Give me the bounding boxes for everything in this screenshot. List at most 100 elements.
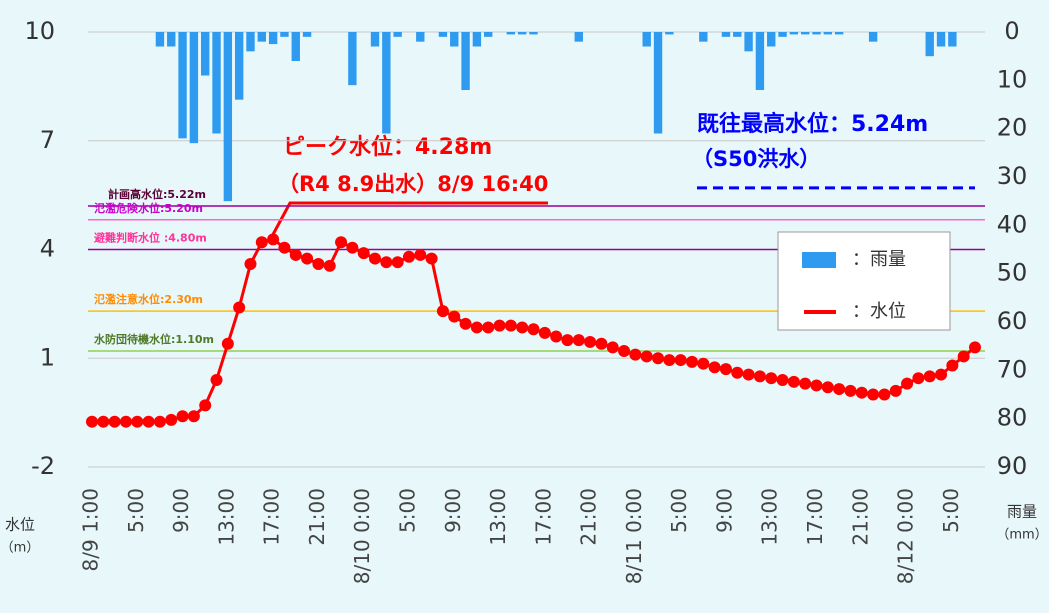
water-level-point <box>176 410 189 423</box>
water-level-point <box>765 372 778 385</box>
water-level-point <box>708 361 721 374</box>
water-level-point <box>821 381 834 394</box>
rain-bar <box>291 32 300 61</box>
water-level-point <box>335 236 348 249</box>
water-level-point <box>244 258 257 270</box>
y-tick-label: -2 <box>31 452 55 480</box>
water-level-point <box>255 236 268 249</box>
water-level-point <box>957 350 970 363</box>
x-tick-label: 13:00 <box>758 488 782 546</box>
rain-bar <box>653 32 663 134</box>
rain-bar <box>744 32 753 52</box>
water-level-point <box>685 355 698 368</box>
water-level-point <box>946 359 959 372</box>
x-tick-label: 9:00 <box>169 488 193 533</box>
rain-bar <box>642 32 651 47</box>
water-level-point <box>538 326 551 339</box>
legend-swatch <box>802 252 836 268</box>
rain-bar <box>699 32 708 42</box>
rain-bar <box>416 32 425 42</box>
y-tick-label: 4 <box>40 235 55 263</box>
rain-bar <box>925 32 934 57</box>
water-level-point <box>221 337 234 350</box>
rain-bar <box>382 32 391 134</box>
water-level-point <box>550 330 563 343</box>
water-level-point <box>369 252 382 265</box>
rain-bar <box>223 32 233 202</box>
water-level-point <box>923 370 936 383</box>
water-level-point <box>504 319 517 332</box>
water-level-point <box>572 334 585 347</box>
rain-bar <box>823 32 833 35</box>
water-level-point <box>901 377 914 390</box>
water-level-point <box>482 321 495 334</box>
water-level-point <box>153 415 166 428</box>
rain-bar <box>767 32 776 47</box>
rain-bar <box>461 32 470 90</box>
water-level-point <box>527 323 540 336</box>
water-level-point <box>629 348 642 361</box>
water-level-point <box>516 321 529 334</box>
rain-bar <box>948 32 957 47</box>
y2-axis-label: 雨量 <box>1007 503 1037 521</box>
water-level-point <box>425 252 438 265</box>
y-tick-label: 7 <box>40 126 55 154</box>
rain-bar <box>393 32 402 37</box>
rain-bar <box>778 32 787 37</box>
rain-bar <box>574 32 583 42</box>
y-axis-label: （m） <box>1 541 40 556</box>
water-level-point <box>414 248 427 261</box>
x-tick-label: 9:00 <box>441 488 465 533</box>
water-level-point <box>969 341 981 354</box>
water-level-point <box>618 345 631 357</box>
x-tick-label: 8/9 1:00 <box>79 488 103 571</box>
rain-bar <box>721 32 731 37</box>
water-level-point <box>561 334 574 347</box>
rain-bar <box>370 32 380 47</box>
y2-axis-label: （mm） <box>996 528 1047 543</box>
rain-bar <box>812 32 821 35</box>
water-level-point <box>402 250 415 263</box>
rain-bar <box>201 32 210 76</box>
y2-tick-label: 0 <box>1004 17 1019 45</box>
water-level-point <box>131 415 144 428</box>
x-tick-label: 5:00 <box>395 488 419 533</box>
water-level-point <box>753 370 766 383</box>
y2-tick-label: 50 <box>997 259 1028 287</box>
y-tick-label: 10 <box>24 17 55 45</box>
water-level-point <box>278 241 291 254</box>
peak-pointer <box>268 201 548 241</box>
water-level-point <box>674 354 687 367</box>
water-level-point <box>448 310 461 323</box>
y2-tick-label: 90 <box>997 452 1028 480</box>
water-level-point <box>108 415 121 428</box>
reference-label: 避難判断水位 :4.80m <box>94 231 207 245</box>
rain-bar <box>348 32 357 86</box>
water-level-point <box>493 319 506 332</box>
y2-tick-label: 40 <box>997 210 1028 238</box>
water-level-point <box>799 377 812 390</box>
y2-tick-label: 10 <box>997 65 1028 93</box>
water-level-point <box>436 305 449 318</box>
reference-label: 氾濫注意水位:2.30m <box>94 292 203 306</box>
water-level-point <box>391 256 404 269</box>
rain-bar <box>246 32 255 52</box>
rain-bar <box>155 32 165 47</box>
water-level-point <box>640 350 653 363</box>
water-level-point <box>889 384 902 397</box>
rain-bar <box>438 32 448 37</box>
x-tick-label: 8/11 0:00 <box>622 488 646 584</box>
water-level-point <box>470 321 483 334</box>
x-tick-label: 9:00 <box>712 488 736 533</box>
water-level-point <box>119 415 132 428</box>
y2-tick-label: 30 <box>997 162 1028 190</box>
water-level-point <box>844 384 857 397</box>
record-annotation: （S50洪水） <box>692 147 820 171</box>
x-tick-label: 17:00 <box>803 488 827 546</box>
water-level-point <box>606 341 619 354</box>
water-level-point <box>731 366 744 379</box>
record-annotation: 既往最高水位：5.24m <box>697 111 928 137</box>
rain-bar <box>302 32 312 37</box>
rain-bar <box>936 32 946 47</box>
